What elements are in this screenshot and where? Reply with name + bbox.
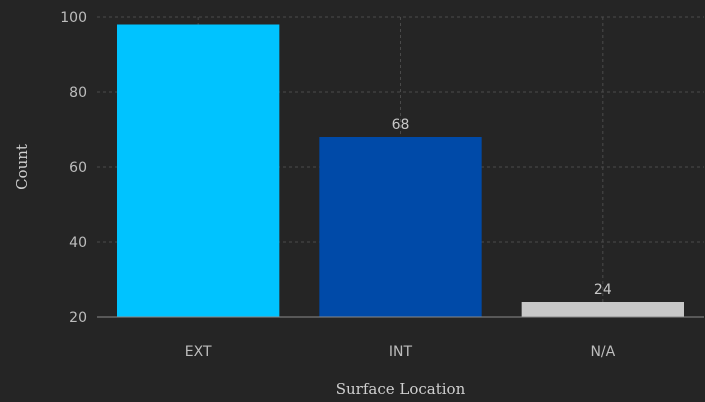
y-tick-label: 60 [69, 160, 87, 176]
data-labels: 68 24 [392, 117, 612, 298]
y-tick-label: 100 [60, 10, 87, 26]
bars [117, 24, 684, 317]
y-tick-label: 20 [69, 310, 87, 326]
bar-int [319, 137, 482, 317]
bar-n-a [521, 302, 684, 317]
x-tick-label: EXT [185, 344, 212, 360]
data-label: 24 [594, 282, 612, 298]
x-tick-label: INT [389, 344, 413, 360]
data-label: 68 [392, 117, 410, 133]
x-axis-title: Surface Location [336, 380, 466, 398]
bar-ext [117, 24, 280, 317]
x-axis-ticks: EXT INT N/A [185, 344, 616, 360]
y-tick-label: 80 [69, 85, 87, 101]
y-axis-title: Count [13, 144, 31, 190]
y-axis-ticks: 20 40 60 80 100 [60, 10, 87, 326]
y-tick-label: 40 [69, 235, 87, 251]
x-tick-label: N/A [590, 344, 615, 360]
